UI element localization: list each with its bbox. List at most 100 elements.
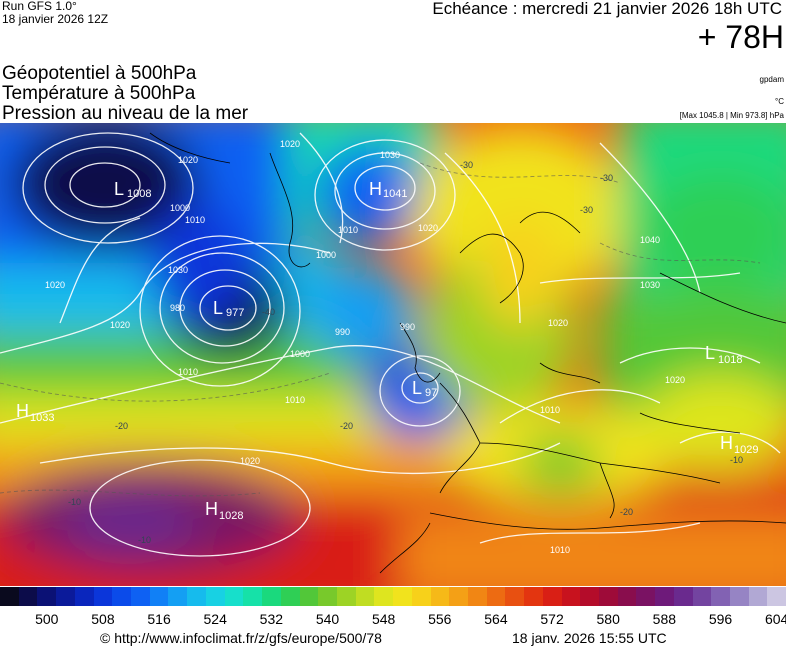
variable-pressure: Pression au niveau de la mer	[2, 103, 249, 124]
low-center-1018: L 1018	[705, 343, 742, 366]
valid-time: Echéance : mercredi 21 janvier 2026 18h …	[432, 0, 782, 18]
svg-text:1020: 1020	[240, 456, 260, 466]
color-scale-tick: 532	[259, 611, 284, 627]
color-scale-tick: 572	[540, 611, 564, 627]
svg-text:1010: 1010	[185, 215, 205, 225]
color-swatch	[730, 587, 749, 606]
unit-temperature: °C	[775, 97, 784, 106]
color-scale-ticks: 500 508 516 524 532 540 548 556 564 572 580 588 596 6…	[0, 611, 786, 627]
color-swatch	[18, 587, 38, 606]
color-swatch	[393, 587, 412, 606]
color-swatch	[411, 587, 431, 606]
isotherms	[0, 162, 761, 497]
color-swatch	[580, 587, 599, 606]
color-swatch	[430, 587, 450, 606]
svg-text:97: 97	[425, 387, 437, 399]
svg-text:L: L	[412, 378, 422, 398]
svg-text:1020: 1020	[178, 155, 198, 165]
color-swatch	[599, 587, 618, 606]
svg-text:-10: -10	[730, 455, 743, 465]
color-swatch	[131, 587, 150, 606]
run-title: Run GFS 1.0°	[2, 0, 77, 13]
color-scale-tick: 524	[203, 611, 227, 627]
svg-text:1033: 1033	[30, 412, 54, 424]
color-swatch	[262, 587, 281, 606]
svg-text:-30: -30	[460, 160, 473, 170]
svg-text:1000: 1000	[170, 203, 190, 213]
low-center-1008: L 1008	[114, 179, 151, 200]
high-center-1028: H 1028	[205, 499, 243, 522]
color-swatch	[561, 587, 581, 606]
isobars	[0, 132, 781, 557]
svg-text:1030: 1030	[168, 265, 188, 275]
color-swatch	[542, 587, 562, 606]
svg-text:1010: 1010	[178, 367, 198, 377]
variable-geopotential: Géopotentiel à 500hPa	[2, 63, 197, 84]
svg-text:1010: 1010	[338, 225, 358, 235]
weather-map[interactable]: 1020 1020 1030 1010 1000 990 980 990 100…	[0, 123, 786, 586]
footer-url[interactable]: © http://www.infoclimat.fr/z/gfs/europe/…	[100, 630, 382, 646]
color-scale-tick: 564	[484, 611, 508, 627]
color-swatch	[168, 587, 188, 606]
color-swatch	[299, 587, 319, 606]
svg-text:1010: 1010	[550, 545, 570, 555]
color-swatch	[748, 587, 768, 606]
svg-text:1040: 1040	[640, 235, 660, 245]
color-scale-tick: 604	[764, 611, 786, 627]
low-center-97: L 97	[412, 378, 437, 399]
color-swatch	[37, 587, 57, 606]
svg-text:1020: 1020	[418, 223, 438, 233]
pressure-centers: L 1008 H 1041 L 977 L 97 H 1033 H 1028 L 1018 H…	[16, 179, 758, 522]
pressure-range: [Max 1045.8 | Min 973.8] hPa	[679, 111, 784, 120]
isobar-labels: 1020 1020 1030 1010 1000 990 980 990 100…	[45, 139, 685, 555]
color-swatch	[336, 587, 356, 606]
svg-text:H: H	[720, 433, 733, 453]
color-swatch	[617, 587, 637, 606]
svg-text:1028: 1028	[219, 510, 243, 522]
variable-temperature: Température à 500hPa	[2, 83, 196, 104]
svg-text:977: 977	[226, 307, 244, 319]
color-scale-tick: 556	[428, 611, 452, 627]
color-scale-tick: 580	[596, 611, 620, 627]
high-center-1033: H 1033	[16, 401, 54, 424]
svg-text:-30: -30	[600, 173, 613, 183]
svg-text:1020: 1020	[110, 320, 130, 330]
svg-text:1030: 1030	[380, 150, 400, 160]
color-scale-tick: 508	[91, 611, 115, 627]
high-center-1041: H 1041	[369, 179, 407, 200]
color-swatch	[767, 587, 786, 606]
color-swatch	[74, 587, 94, 606]
color-swatch	[112, 587, 132, 606]
svg-text:-10: -10	[68, 497, 81, 507]
color-scale-tick: 588	[652, 611, 677, 627]
svg-text:1008: 1008	[127, 188, 151, 200]
color-swatch	[673, 587, 693, 606]
color-swatch	[355, 587, 375, 606]
svg-text:H: H	[16, 401, 29, 421]
footer-timestamp: 18 janv. 2026 15:55 UTC	[512, 630, 667, 646]
svg-text:H: H	[369, 179, 382, 199]
high-center-1029: H 1029	[720, 433, 758, 456]
svg-text:-30: -30	[580, 205, 593, 215]
color-scale	[0, 587, 786, 606]
color-swatch	[243, 587, 263, 606]
color-swatch	[224, 587, 244, 606]
svg-text:L: L	[114, 179, 124, 199]
color-swatch	[449, 587, 468, 606]
svg-text:-10: -10	[138, 535, 151, 545]
svg-text:1041: 1041	[383, 188, 407, 200]
svg-text:990: 990	[400, 322, 415, 332]
unit-geopotential: gpdam	[759, 75, 784, 84]
svg-text:-20: -20	[340, 421, 353, 431]
svg-text:L: L	[213, 298, 223, 318]
coastlines	[149, 132, 786, 574]
svg-text:-20: -20	[620, 507, 633, 517]
svg-text:1018: 1018	[718, 354, 742, 366]
color-swatch	[280, 587, 300, 606]
svg-text:H: H	[205, 499, 218, 519]
color-swatch	[0, 587, 19, 606]
svg-text:L: L	[705, 343, 715, 363]
color-scale-tick: 500	[35, 611, 59, 627]
svg-text:1030: 1030	[640, 280, 660, 290]
color-scale-tick: 548	[371, 611, 396, 627]
